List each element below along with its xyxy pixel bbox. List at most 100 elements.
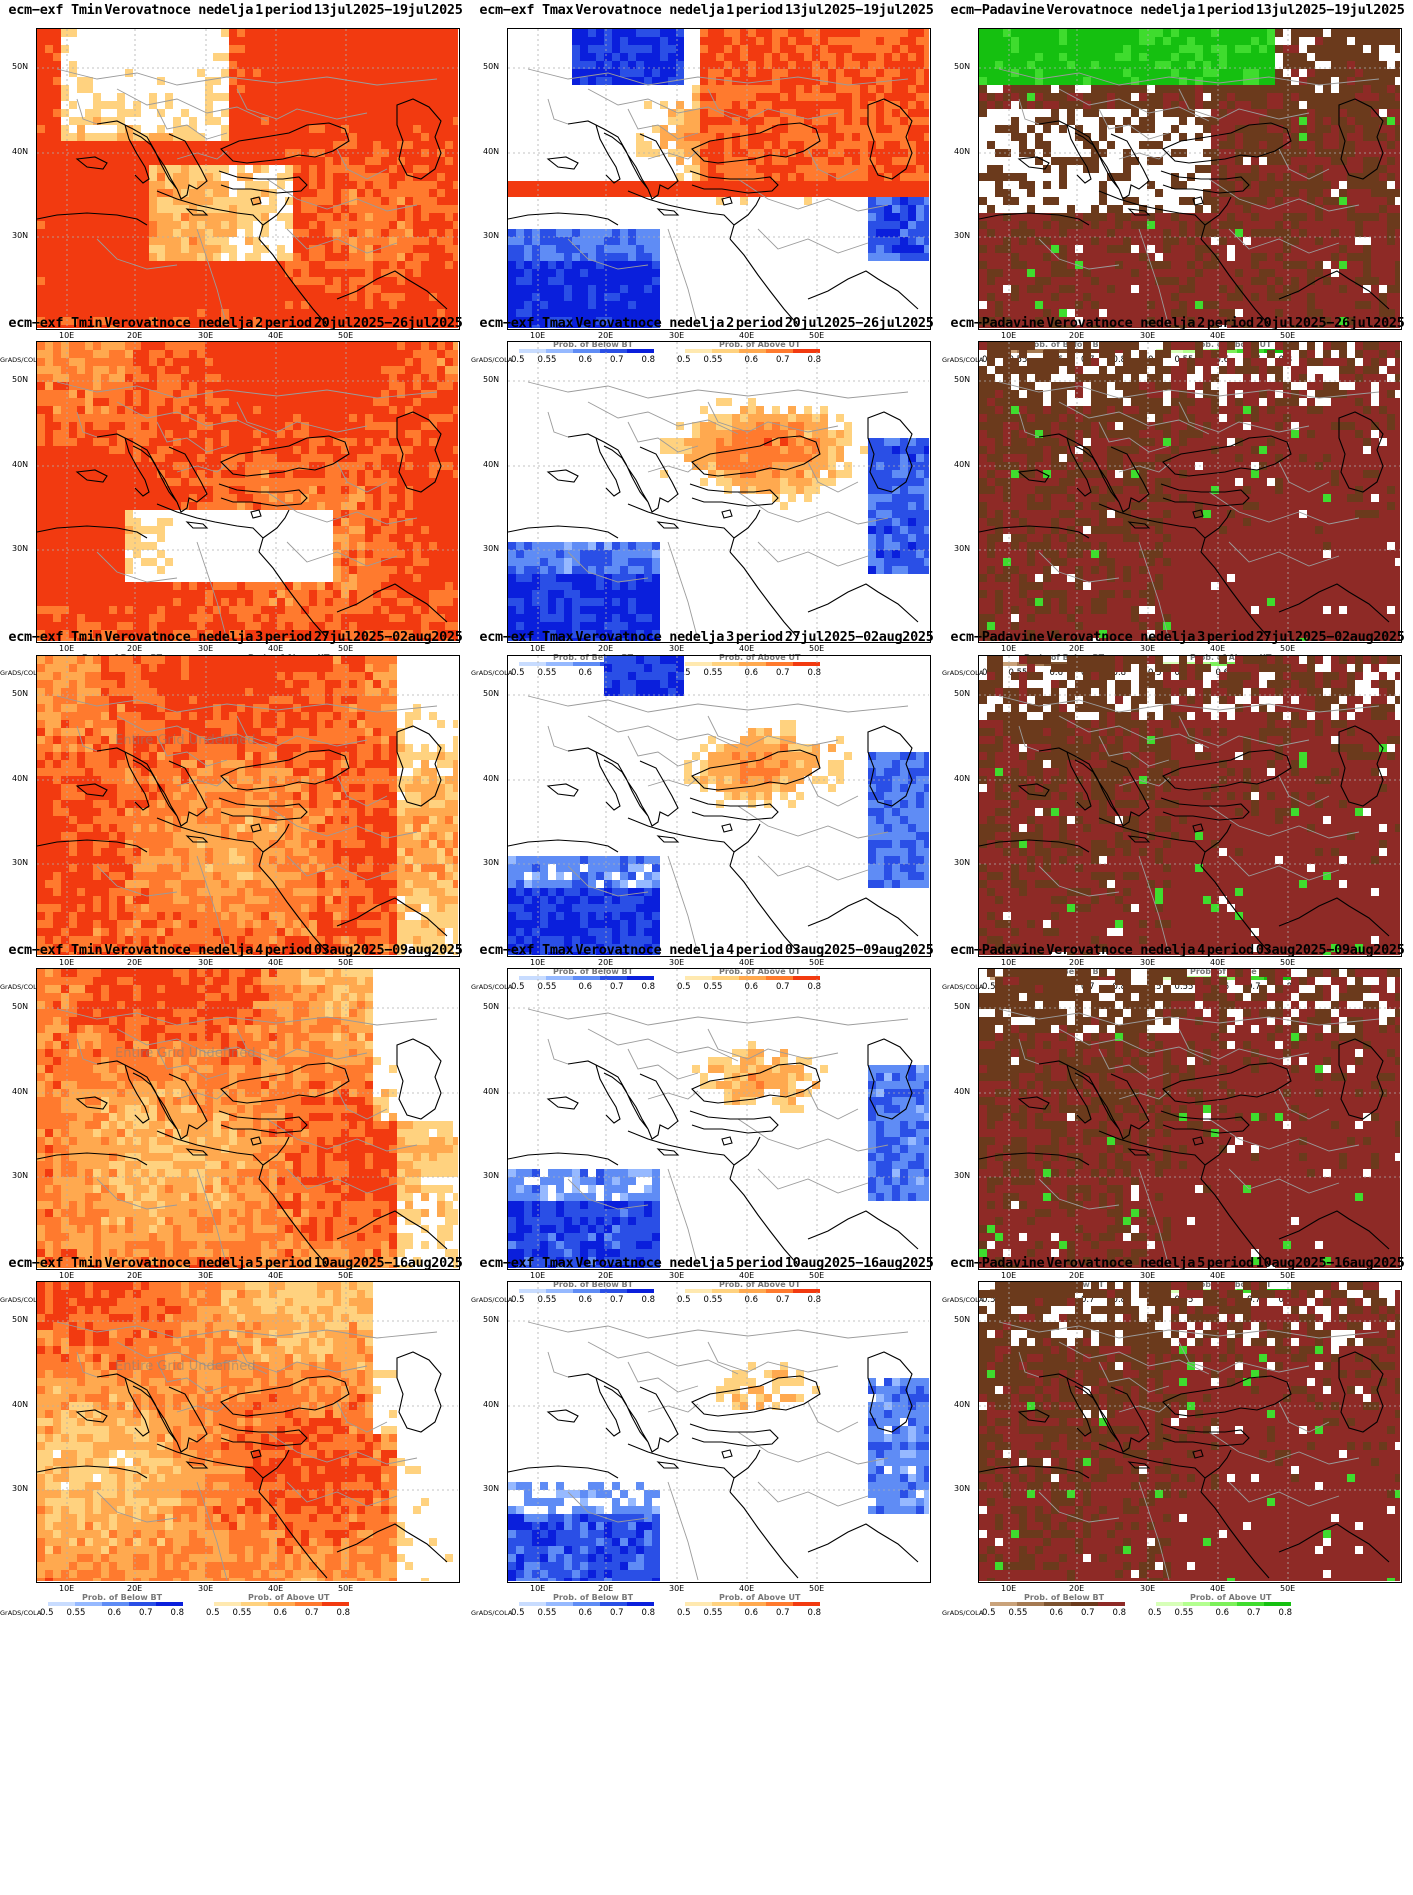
probability-cell: [365, 133, 373, 141]
probability-cell: [924, 53, 929, 61]
probability-cell: [924, 117, 929, 125]
probability-cell: [1107, 221, 1115, 229]
probability-cell: [349, 285, 357, 293]
probability-cell: [788, 149, 796, 157]
probability-cell: [277, 125, 285, 133]
probability-cell: [860, 77, 868, 85]
legend-tick-label: 0.7: [776, 355, 790, 365]
probability-cell: [1011, 309, 1019, 317]
probability-cell: [157, 141, 165, 149]
probability-cell: [1003, 93, 1011, 101]
probability-cell: [868, 149, 876, 157]
probability-cell: [245, 157, 253, 165]
probability-cell: [756, 173, 764, 181]
probability-cell: [796, 85, 804, 93]
probability-cell: [1075, 29, 1083, 37]
probability-cell: [1307, 269, 1315, 277]
probability-cell: [37, 45, 45, 53]
probability-cell: [333, 325, 341, 328]
probability-cell: [1019, 29, 1027, 37]
probability-cell: [692, 173, 700, 181]
probability-cell: [884, 229, 892, 237]
probability-cell: [125, 342, 133, 350]
probability-cell: [389, 197, 397, 205]
probability-cell: [93, 93, 101, 101]
probability-cell: [1083, 237, 1091, 245]
probability-cell: [868, 213, 876, 221]
probability-cell: [213, 350, 221, 358]
probability-cell: [141, 189, 149, 197]
probability-cell: [245, 125, 253, 133]
probability-cell: [995, 181, 1003, 189]
probability-cell: [1307, 189, 1315, 197]
probability-cell: [125, 261, 133, 269]
probability-cell: [309, 133, 317, 141]
probability-cell: [852, 69, 860, 77]
probability-cell: [1163, 261, 1171, 269]
probability-cell: [445, 181, 453, 189]
probability-cell: [309, 253, 317, 261]
probability-cell: [868, 189, 876, 197]
map-area: [36, 28, 460, 330]
probability-cell: [157, 205, 165, 213]
probability-cell: [197, 173, 205, 181]
probability-cell: [916, 229, 924, 237]
probability-cell: [1251, 293, 1259, 301]
probability-cell: [540, 301, 548, 309]
probability-cell: [389, 85, 397, 93]
probability-cell: [1147, 269, 1155, 277]
probability-cell: [77, 125, 85, 133]
probability-cell: [453, 213, 458, 221]
probability-cell: [1267, 229, 1275, 237]
probability-cell: [1299, 189, 1307, 197]
probability-cell: [692, 133, 700, 141]
probability-cell: [516, 285, 524, 293]
probability-cell: [381, 125, 389, 133]
probability-cell: [277, 358, 285, 366]
probability-cell: [1315, 173, 1323, 181]
probability-cell: [1059, 269, 1067, 277]
probability-cell: [141, 317, 149, 325]
probability-cell: [1011, 285, 1019, 293]
probability-cell: [77, 317, 85, 325]
probability-cell: [397, 358, 405, 366]
probability-cell: [636, 285, 644, 293]
probability-cell: [1379, 85, 1387, 93]
probability-cell: [1267, 85, 1275, 93]
probability-cell: [1027, 205, 1035, 213]
probability-cell: [900, 213, 908, 221]
probability-cell: [1067, 29, 1075, 37]
probability-cell: [261, 69, 269, 77]
probability-cell: [125, 69, 133, 77]
probability-cell: [1299, 293, 1307, 301]
probability-cell: [1059, 301, 1067, 309]
probability-cell: [309, 125, 317, 133]
probability-cell: [804, 141, 812, 149]
probability-cell: [548, 301, 556, 309]
probability-cell: [1259, 53, 1267, 61]
country-border: [266, 178, 418, 212]
probability-cell: [189, 221, 197, 229]
probability-cell: [1291, 205, 1299, 213]
probability-cell: [429, 229, 437, 237]
probability-cell: [1011, 237, 1019, 245]
probability-cell: [221, 237, 229, 245]
probability-cell: [157, 325, 165, 328]
probability-cell: [1323, 301, 1331, 309]
probability-cell: [325, 197, 333, 205]
probability-cell: [1363, 269, 1371, 277]
probability-cell: [1115, 101, 1123, 109]
probability-cell: [548, 189, 556, 197]
probability-cell: [405, 189, 413, 197]
probability-cell: [1171, 125, 1179, 133]
probability-cell: [987, 309, 995, 317]
legend-swatch: [685, 349, 712, 353]
probability-cell: [45, 197, 53, 205]
probability-cell: [987, 253, 995, 261]
probability-cell: [1219, 317, 1227, 325]
coastline: [639, 133, 679, 200]
probability-cell: [53, 181, 61, 189]
probability-cell: [1115, 317, 1123, 325]
probability-cell: [1243, 101, 1251, 109]
probability-cell: [1355, 205, 1363, 213]
